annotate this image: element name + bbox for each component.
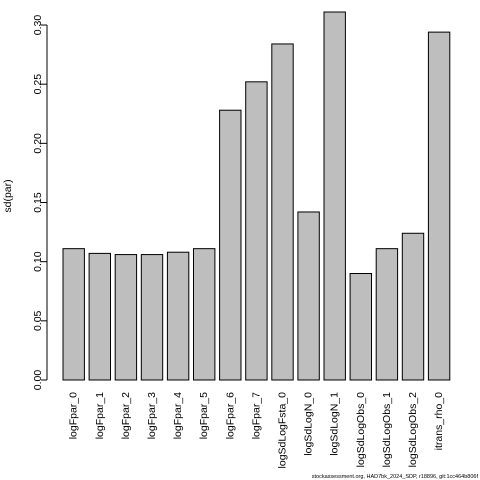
y-tick-label: 0.15 — [32, 192, 44, 213]
bar — [245, 81, 268, 381]
x-tick-label: logSdLogObs_2 — [407, 392, 419, 467]
bar — [166, 251, 190, 381]
bar — [349, 273, 373, 381]
x-tick-label: logSdLogN_1 — [329, 392, 341, 456]
bars — [62, 11, 451, 381]
bar — [427, 31, 451, 381]
y-tick-label: 0.00 — [32, 370, 44, 391]
x-tick-label: logSdLogN_0 — [303, 392, 315, 456]
y-tick-label: 0.05 — [32, 310, 44, 331]
x-tick-label: logSdLogFsta_0 — [277, 392, 289, 469]
x-tick-label: logFpar_0 — [68, 392, 80, 439]
x-tick-label: logFpar_2 — [120, 392, 132, 439]
x-tick-label: logSdLogObs_1 — [381, 392, 393, 467]
bar — [297, 211, 320, 381]
x-tick-label: logFpar_4 — [172, 392, 184, 439]
y-axis: 0.00 0.05 0.10 0.15 0.20 0.25 0.30 — [32, 15, 48, 391]
x-tick-label: logFpar_7 — [250, 392, 262, 439]
y-tick-label: 0.30 — [32, 15, 44, 36]
y-tick-label: 0.25 — [32, 74, 44, 95]
bar — [271, 43, 294, 381]
y-tick-label: 0.10 — [32, 251, 44, 272]
y-axis-title: sd(par) — [2, 179, 14, 212]
x-tick-label: logFpar_5 — [198, 392, 210, 439]
x-tick-label: logSdLogObs_0 — [355, 392, 367, 467]
x-tick-label: itrans_rho_0 — [433, 392, 445, 451]
watermark-text: stockassessment.org, HAD7bk_2024_SDP, r1… — [312, 474, 479, 480]
bar — [323, 11, 346, 381]
bar — [140, 254, 164, 381]
bar — [88, 252, 111, 381]
bar — [401, 232, 425, 381]
y-tick-label: 0.20 — [32, 133, 44, 154]
bar — [193, 248, 216, 381]
x-tick-label: logFpar_6 — [224, 392, 236, 439]
bar — [219, 109, 242, 381]
x-tick-label: logFpar_1 — [94, 392, 106, 439]
bar — [375, 248, 399, 381]
bar — [62, 248, 85, 381]
bar — [114, 254, 138, 381]
x-tick-label: logFpar_3 — [146, 392, 158, 439]
x-tick-labels: logFpar_0 logFpar_1 logFpar_2 logFpar_3 logF… — [68, 392, 445, 469]
